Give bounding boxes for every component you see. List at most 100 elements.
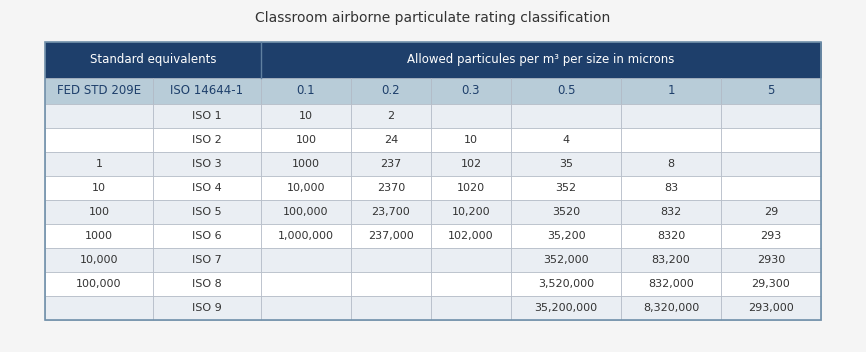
Text: 2370: 2370 [377,183,405,193]
Text: 100: 100 [295,135,316,145]
Bar [721,78,821,104]
Bar [511,272,621,296]
Text: 0.1: 0.1 [297,84,315,98]
Bar [621,128,721,152]
Bar [261,200,351,224]
Bar [45,152,153,176]
Bar [45,200,153,224]
Bar [721,128,821,152]
Bar [261,248,351,272]
Bar [511,78,621,104]
Bar [45,42,261,78]
Bar [431,176,511,200]
Text: 10,200: 10,200 [452,207,490,217]
Bar [721,248,821,272]
Text: 352,000: 352,000 [543,255,589,265]
Text: 100: 100 [88,207,109,217]
Bar [431,224,511,248]
Bar [621,200,721,224]
Text: 2: 2 [387,111,395,121]
Text: 10: 10 [299,111,313,121]
Bar [153,78,261,104]
Text: 2930: 2930 [757,255,785,265]
Text: 23,700: 23,700 [372,207,410,217]
Bar [431,78,511,104]
Text: 5: 5 [767,84,775,98]
Bar [153,200,261,224]
Text: 35,200: 35,200 [546,231,585,241]
Text: 832,000: 832,000 [648,279,694,289]
Bar [45,224,153,248]
Text: 1020: 1020 [457,183,485,193]
Text: 29,300: 29,300 [752,279,791,289]
Bar [511,104,621,128]
Bar [261,296,351,320]
Text: 293: 293 [760,231,782,241]
Bar [721,224,821,248]
Bar [261,152,351,176]
Bar [721,200,821,224]
Bar [261,104,351,128]
Bar [351,296,431,320]
Bar [351,78,431,104]
Bar [621,272,721,296]
Text: 0.3: 0.3 [462,84,481,98]
Text: 100,000: 100,000 [76,279,122,289]
Bar [621,78,721,104]
Bar [45,296,153,320]
Text: 35,200,000: 35,200,000 [534,303,598,313]
Bar [351,104,431,128]
Text: 8320: 8320 [657,231,685,241]
Bar [511,224,621,248]
Bar [511,128,621,152]
Text: 29: 29 [764,207,779,217]
Bar [351,152,431,176]
Bar [153,128,261,152]
Bar [351,248,431,272]
Text: 10: 10 [464,135,478,145]
Text: 10,000: 10,000 [80,255,119,265]
Bar [511,248,621,272]
Bar [261,272,351,296]
Bar [153,176,261,200]
Text: ISO 1: ISO 1 [192,111,222,121]
Bar [721,152,821,176]
Bar [45,42,821,320]
Text: 83: 83 [664,183,678,193]
Text: 10: 10 [92,183,106,193]
Text: 0.2: 0.2 [382,84,400,98]
Text: 100,000: 100,000 [283,207,329,217]
Bar [721,272,821,296]
Text: Standard equivalents: Standard equivalents [90,54,216,67]
Text: ISO 8: ISO 8 [192,279,222,289]
Text: ISO 2: ISO 2 [192,135,222,145]
Bar [511,200,621,224]
Bar [431,104,511,128]
Bar [431,200,511,224]
Bar [511,152,621,176]
Text: 237: 237 [380,159,402,169]
Text: FED STD 209E: FED STD 209E [57,84,141,98]
Text: 1: 1 [667,84,675,98]
Bar [45,78,153,104]
Bar [261,176,351,200]
Bar [351,128,431,152]
Bar [261,224,351,248]
Bar [153,224,261,248]
Bar [153,104,261,128]
Text: ISO 4: ISO 4 [192,183,222,193]
Bar [621,248,721,272]
Bar [721,104,821,128]
Text: 237,000: 237,000 [368,231,414,241]
Bar [261,128,351,152]
Bar [153,152,261,176]
Text: ISO 14644-1: ISO 14644-1 [171,84,243,98]
Text: 1000: 1000 [85,231,113,241]
Text: 102,000: 102,000 [449,231,494,241]
Bar [45,104,153,128]
Bar [511,296,621,320]
Bar [431,296,511,320]
Bar [45,176,153,200]
Bar [45,248,153,272]
Bar [721,296,821,320]
